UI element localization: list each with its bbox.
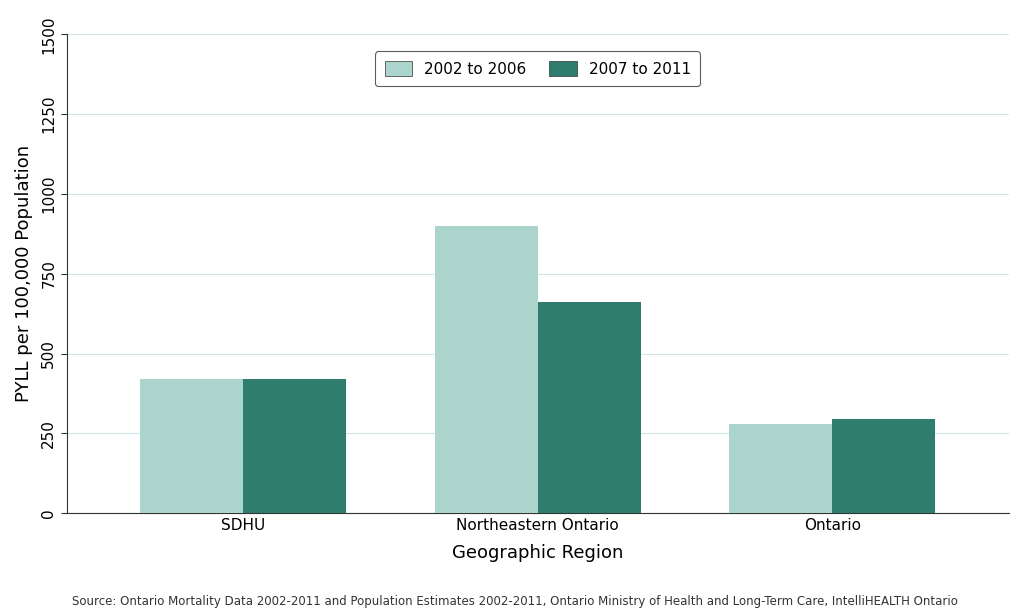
Bar [244,379,346,513]
Bar [833,419,935,513]
Bar [140,379,244,513]
Bar [729,424,833,513]
X-axis label: Geographic Region: Geographic Region [453,544,624,562]
Bar [538,303,641,513]
Legend: 2002 to 2006, 2007 to 2011: 2002 to 2006, 2007 to 2011 [376,52,700,86]
Y-axis label: PYLL per 100,000 Population: PYLL per 100,000 Population [15,145,33,402]
Text: Source: Ontario Mortality Data 2002-2011 and Population Estimates 2002-2011, Ont: Source: Ontario Mortality Data 2002-2011… [72,595,957,608]
Bar [435,226,538,513]
